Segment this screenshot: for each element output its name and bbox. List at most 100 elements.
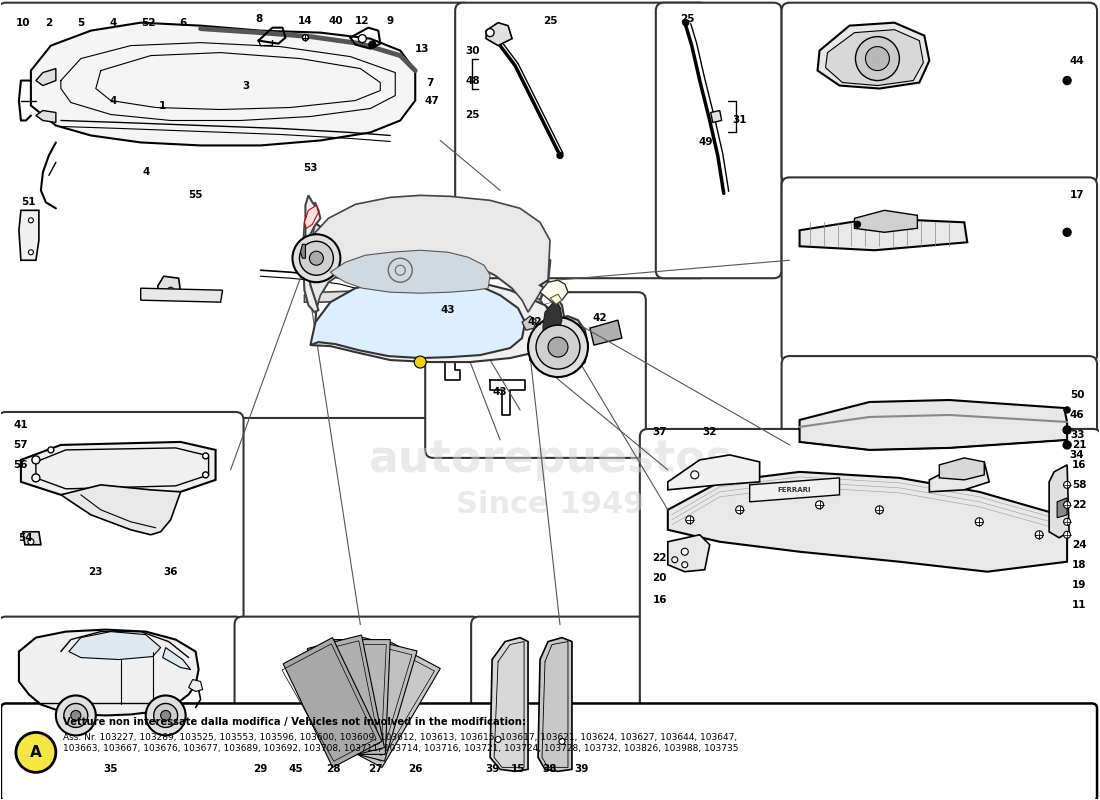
Text: 57: 57	[13, 440, 29, 450]
Circle shape	[1063, 77, 1071, 85]
Polygon shape	[855, 210, 917, 232]
Circle shape	[302, 34, 308, 41]
Text: 30: 30	[465, 46, 480, 56]
FancyBboxPatch shape	[0, 2, 471, 418]
Circle shape	[154, 703, 177, 727]
Polygon shape	[157, 276, 180, 300]
Circle shape	[866, 46, 890, 70]
Polygon shape	[668, 534, 710, 572]
Text: 21: 21	[1071, 440, 1087, 450]
Text: 19: 19	[1071, 580, 1087, 590]
Circle shape	[557, 153, 563, 158]
Polygon shape	[330, 638, 417, 761]
Text: 3: 3	[242, 81, 250, 90]
Polygon shape	[800, 400, 1067, 450]
Text: 44: 44	[1069, 55, 1085, 66]
Circle shape	[855, 222, 860, 227]
FancyBboxPatch shape	[1, 703, 1097, 800]
Circle shape	[528, 317, 587, 377]
Text: 54: 54	[19, 533, 33, 542]
Polygon shape	[36, 69, 56, 86]
Text: 31: 31	[733, 115, 747, 126]
Text: 43: 43	[441, 305, 455, 315]
Polygon shape	[800, 218, 967, 250]
Text: 25: 25	[542, 16, 558, 26]
Polygon shape	[329, 639, 390, 754]
Polygon shape	[332, 642, 440, 767]
Polygon shape	[23, 532, 41, 545]
Polygon shape	[817, 22, 929, 89]
Text: 49: 49	[698, 138, 713, 147]
Text: 47: 47	[425, 95, 440, 106]
Text: 4: 4	[142, 167, 150, 178]
Polygon shape	[825, 30, 923, 86]
Polygon shape	[711, 110, 722, 122]
Text: 7: 7	[427, 78, 433, 87]
Text: Ass. Nr. 103227, 103289, 103525, 103553, 103596, 103600, 103609, 103612, 103613,: Ass. Nr. 103227, 103289, 103525, 103553,…	[63, 734, 738, 753]
Circle shape	[415, 356, 426, 368]
FancyBboxPatch shape	[234, 617, 480, 800]
Text: 53: 53	[304, 163, 318, 174]
FancyBboxPatch shape	[426, 292, 646, 458]
Polygon shape	[305, 206, 318, 228]
FancyBboxPatch shape	[0, 617, 243, 800]
Polygon shape	[304, 222, 329, 292]
Text: 50: 50	[1070, 390, 1085, 400]
FancyBboxPatch shape	[640, 429, 1100, 800]
Polygon shape	[1057, 498, 1067, 518]
Circle shape	[672, 557, 678, 562]
Polygon shape	[163, 647, 190, 670]
Polygon shape	[540, 328, 578, 349]
Polygon shape	[141, 288, 222, 302]
Text: 45: 45	[288, 764, 302, 774]
Circle shape	[359, 34, 366, 42]
Text: 39: 39	[575, 764, 590, 774]
Text: 40: 40	[328, 16, 343, 26]
Polygon shape	[310, 278, 525, 358]
Circle shape	[1064, 482, 1070, 488]
Circle shape	[1063, 441, 1071, 449]
Circle shape	[64, 703, 88, 727]
Circle shape	[486, 29, 494, 37]
Text: 12: 12	[355, 16, 370, 26]
Text: 25: 25	[681, 14, 695, 24]
Circle shape	[685, 516, 694, 524]
Polygon shape	[308, 195, 550, 312]
Text: autorepuestos: autorepuestos	[367, 438, 733, 482]
Circle shape	[683, 20, 689, 26]
Text: 33: 33	[1070, 430, 1085, 440]
Text: 56: 56	[13, 460, 29, 470]
Text: 11: 11	[1071, 600, 1087, 610]
Text: 39: 39	[485, 764, 499, 774]
Text: 20: 20	[652, 573, 667, 582]
Polygon shape	[522, 316, 536, 330]
Text: 2: 2	[45, 18, 53, 28]
Text: 38: 38	[542, 764, 558, 774]
Text: 16: 16	[1071, 460, 1087, 470]
FancyBboxPatch shape	[782, 2, 1097, 183]
Text: 35: 35	[103, 764, 118, 774]
Text: 1: 1	[160, 101, 166, 110]
Text: 22: 22	[1071, 500, 1087, 510]
FancyBboxPatch shape	[782, 356, 1097, 540]
Circle shape	[299, 242, 333, 275]
Circle shape	[559, 738, 565, 745]
Polygon shape	[750, 478, 839, 502]
Polygon shape	[283, 638, 382, 767]
Polygon shape	[31, 22, 415, 146]
Text: 24: 24	[1071, 540, 1087, 550]
Polygon shape	[304, 195, 320, 312]
Circle shape	[536, 325, 580, 369]
Circle shape	[548, 337, 568, 357]
Polygon shape	[668, 455, 760, 490]
FancyBboxPatch shape	[455, 2, 707, 278]
Circle shape	[29, 250, 33, 254]
Circle shape	[1064, 407, 1070, 413]
Circle shape	[167, 287, 174, 293]
Circle shape	[70, 710, 80, 721]
Circle shape	[1064, 531, 1070, 538]
Circle shape	[1064, 502, 1070, 508]
Text: 4: 4	[109, 95, 117, 106]
Text: 16: 16	[652, 594, 667, 605]
Text: 9: 9	[387, 16, 394, 26]
